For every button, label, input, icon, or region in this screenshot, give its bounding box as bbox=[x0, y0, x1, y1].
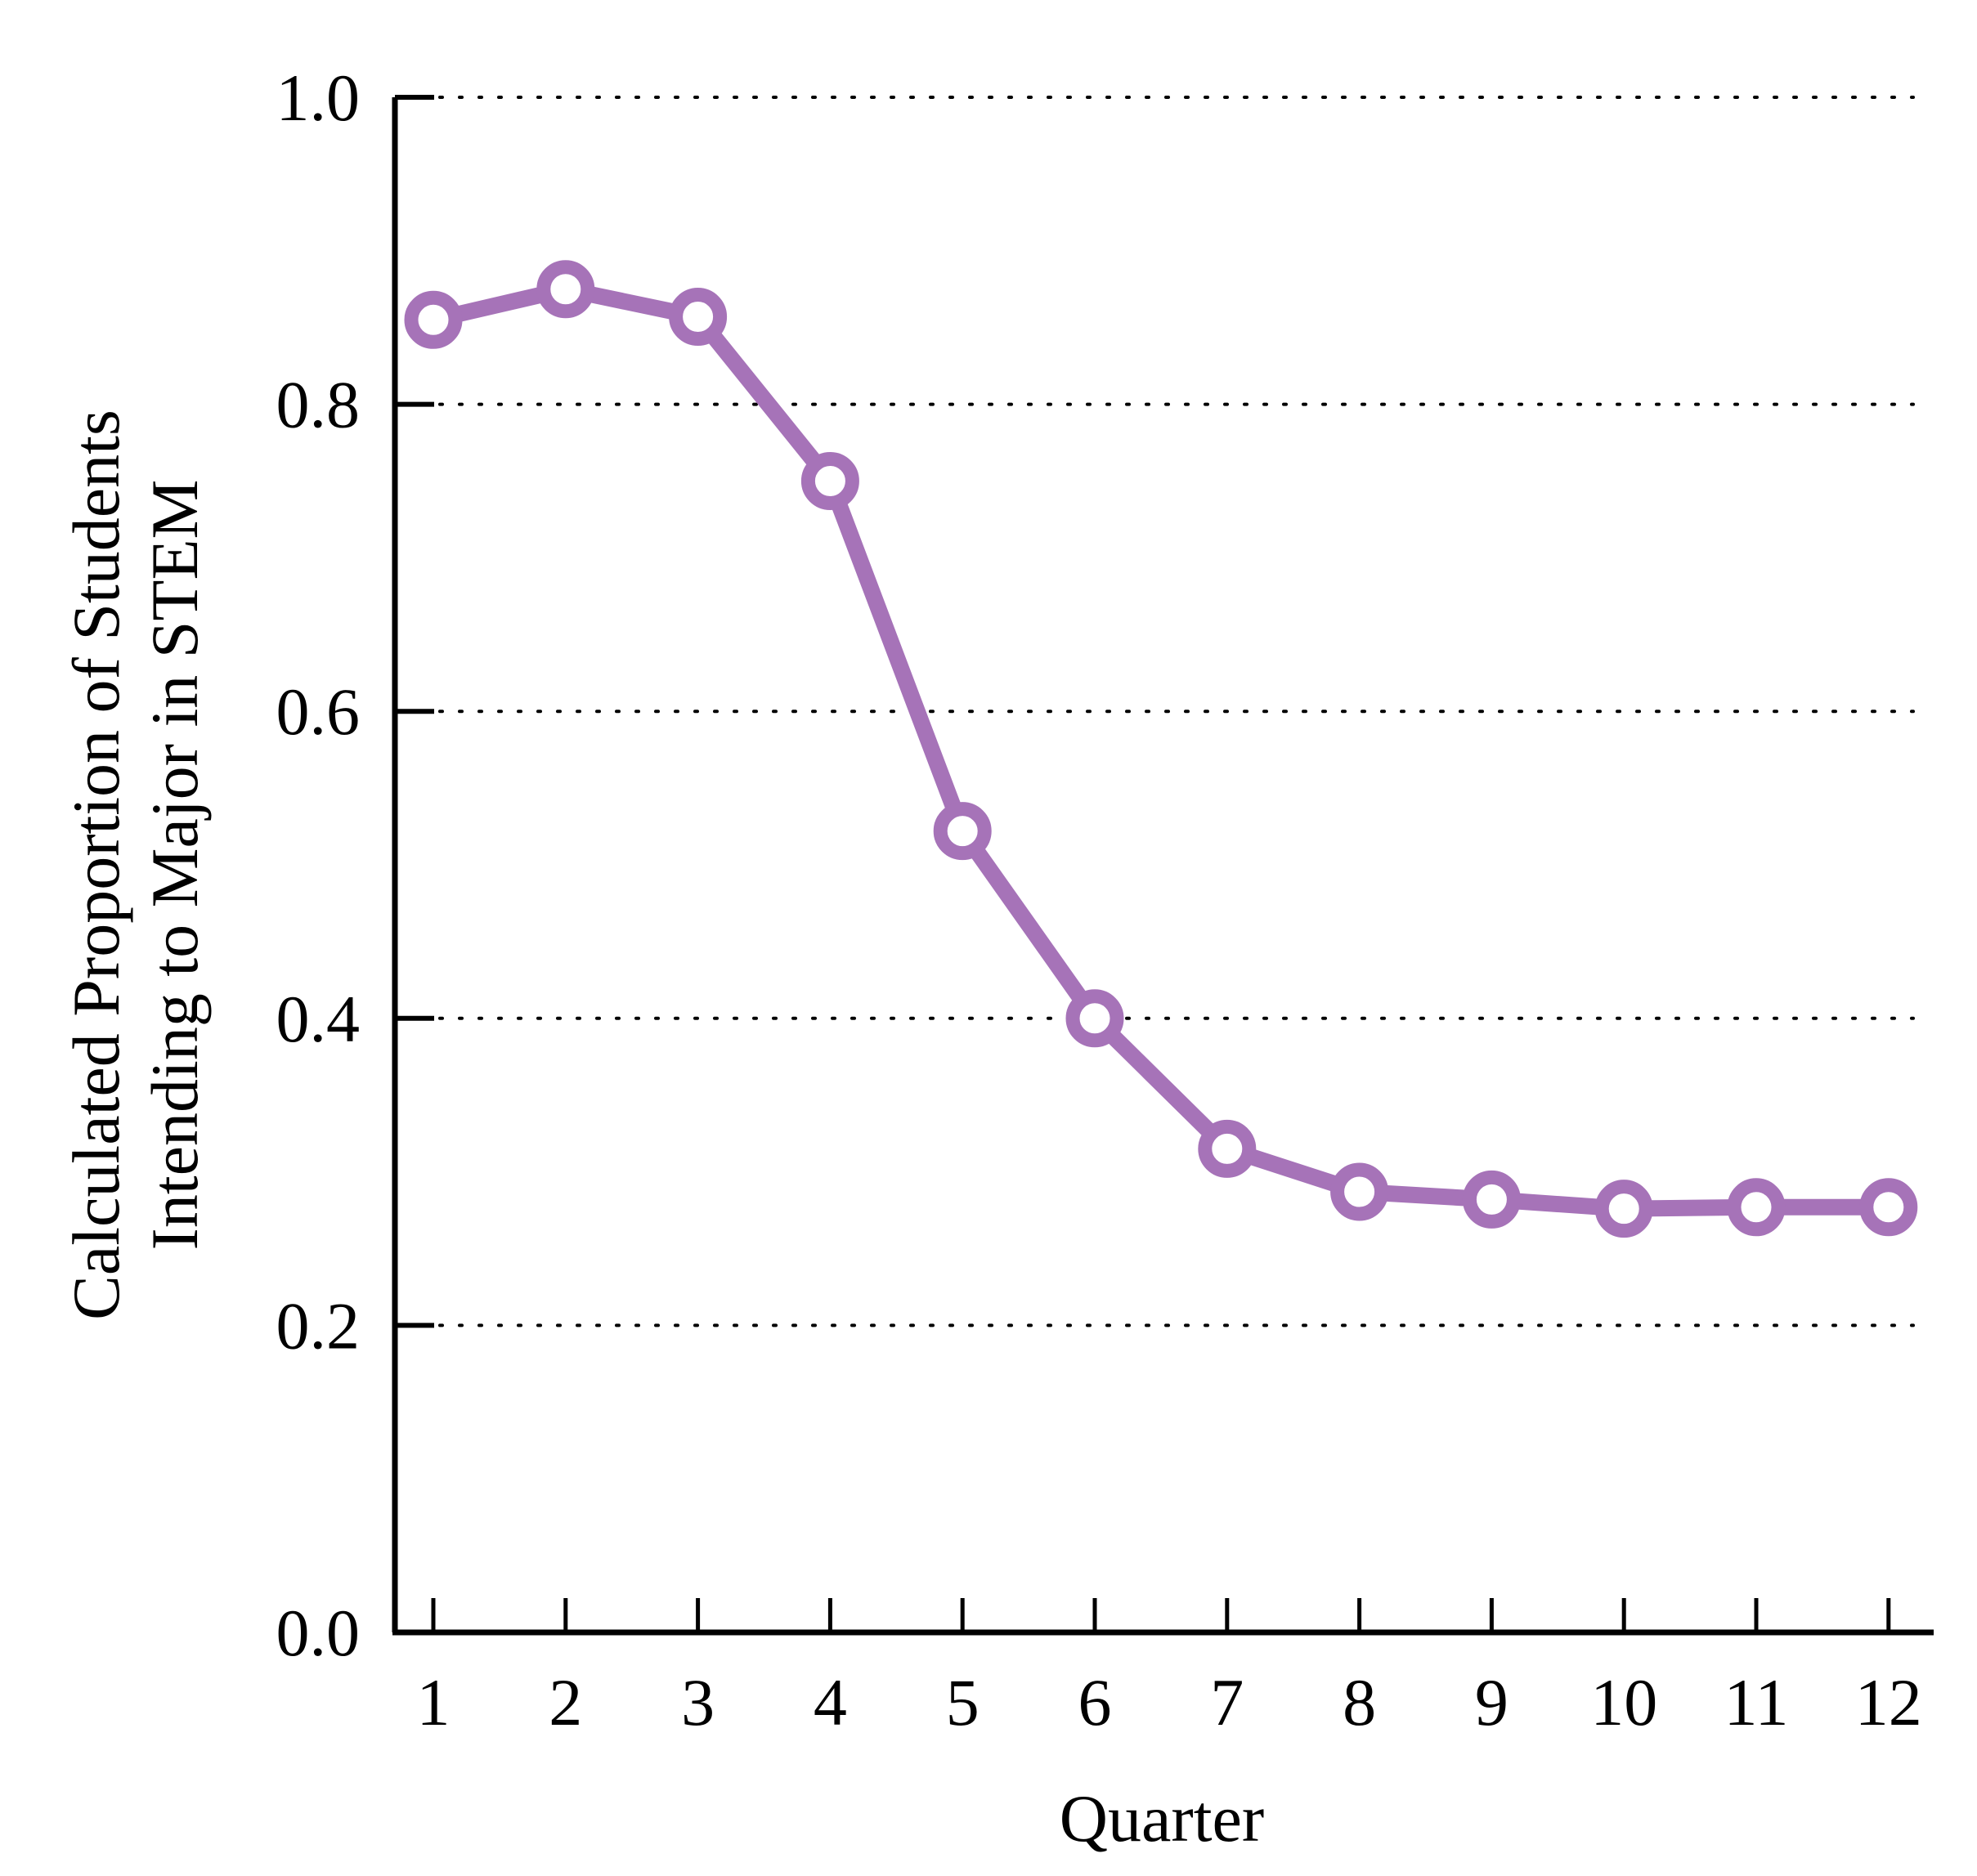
data-point bbox=[1727, 1178, 1786, 1237]
y-ticks: 0.0 0.2 0.4 0.6 0.8 1.0 bbox=[276, 60, 434, 1670]
data-point bbox=[1065, 989, 1124, 1048]
x-axis-title: Quarter bbox=[1060, 1781, 1264, 1856]
series bbox=[404, 260, 1918, 1238]
data-point bbox=[1462, 1170, 1521, 1229]
axes bbox=[392, 97, 1934, 1636]
y-tick-label: 1.0 bbox=[276, 60, 361, 135]
gridlines bbox=[438, 96, 1915, 1328]
y-axis-title-line-2: Intending to Major in STEM bbox=[137, 480, 212, 1251]
x-tick-label: 10 bbox=[1590, 1665, 1657, 1739]
x-tick-label: 2 bbox=[549, 1665, 582, 1739]
data-point bbox=[933, 802, 992, 861]
x-tick-label: 8 bbox=[1343, 1665, 1376, 1739]
y-tick-label: 0.6 bbox=[276, 674, 361, 749]
x-tick-label: 12 bbox=[1855, 1665, 1922, 1739]
data-point bbox=[536, 260, 595, 319]
data-point bbox=[669, 288, 728, 347]
x-tick-label: 6 bbox=[1078, 1665, 1112, 1739]
data-point bbox=[1859, 1178, 1918, 1237]
data-point bbox=[800, 452, 859, 510]
y-tick-label: 0.2 bbox=[276, 1288, 361, 1363]
y-axis-title: Calculated Proportion of Students Intend… bbox=[59, 410, 212, 1320]
x-tick-label: 7 bbox=[1210, 1665, 1244, 1739]
y-tick-label: 0.0 bbox=[276, 1596, 361, 1670]
data-point bbox=[1594, 1180, 1653, 1238]
y-axis-title-line-1: Calculated Proportion of Students bbox=[59, 410, 133, 1320]
series-line bbox=[425, 280, 1897, 1217]
x-tick-label: 4 bbox=[814, 1665, 847, 1739]
data-point bbox=[1330, 1162, 1389, 1221]
x-ticks: 1 2 3 4 5 6 7 8 9 10 11 12 bbox=[417, 1598, 1922, 1739]
x-tick-label: 11 bbox=[1724, 1665, 1789, 1739]
x-tick-label: 3 bbox=[681, 1665, 715, 1739]
data-point bbox=[1198, 1119, 1257, 1178]
x-tick-label: 1 bbox=[417, 1665, 451, 1739]
x-tick-label: 9 bbox=[1475, 1665, 1509, 1739]
y-tick-label: 0.4 bbox=[276, 982, 361, 1056]
data-point bbox=[404, 290, 463, 349]
x-tick-label: 5 bbox=[946, 1665, 980, 1739]
y-tick-label: 0.8 bbox=[276, 368, 361, 442]
